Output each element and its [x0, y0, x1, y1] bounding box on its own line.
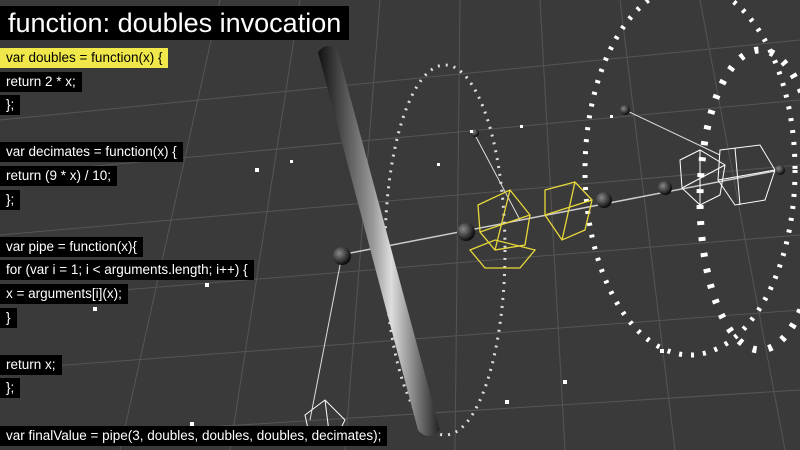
- code-line: var decimates = function(x) {: [0, 142, 387, 166]
- code-line: var doubles = function(x) {: [0, 48, 387, 72]
- code-line: for (var i = 1; i < arguments.length; i+…: [0, 260, 387, 284]
- code-line-text: };: [0, 378, 21, 399]
- dashed-ring-right: [582, 0, 798, 358]
- code-line-text: return (9 * x) / 10;: [0, 165, 118, 186]
- code-line-text: for (var i = 1; i < arguments.length; i+…: [0, 260, 254, 281]
- code-line: return (9 * x) / 10;: [0, 165, 387, 190]
- code-line: [0, 331, 387, 355]
- code-line-text: var pipe = function(x){: [0, 236, 143, 257]
- pipe-axis: [339, 169, 781, 256]
- page-title: function: doubles invocation: [0, 6, 350, 40]
- code-line-text: return x;: [0, 354, 62, 375]
- code-line-text: };: [0, 189, 21, 210]
- code-line: [0, 402, 387, 426]
- code-line: x = arguments[i](x);: [0, 283, 387, 308]
- code-line-text: };: [0, 95, 21, 116]
- code-line: var pipe = function(x){: [0, 236, 387, 261]
- code-line: };: [0, 189, 387, 214]
- code-line: return x;: [0, 354, 387, 379]
- code-line-text: var finalValue = pipe(3, doubles, double…: [0, 425, 388, 446]
- spheres: [333, 105, 785, 265]
- code-line: };: [0, 378, 387, 402]
- code-line-text: }: [0, 307, 17, 328]
- code-line: [0, 213, 387, 237]
- code-line-text: var decimates = function(x) {: [0, 142, 183, 163]
- code-line: [0, 119, 387, 143]
- code-line-text: x = arguments[i](x);: [0, 283, 128, 304]
- dashed-ring-left: [383, 63, 507, 437]
- vertical-cylinder: [318, 46, 440, 436]
- particles: [93, 115, 664, 426]
- code-line: };: [0, 95, 387, 119]
- code-line-text: var doubles = function(x) {: [0, 48, 169, 68]
- code-line: var finalValue = pipe(3, doubles, double…: [0, 425, 388, 450]
- code-line: return 2 * x;: [0, 71, 387, 96]
- code-line: }: [0, 307, 387, 332]
- code-line-text: return 2 * x;: [0, 71, 82, 92]
- connector-lines: [309, 109, 721, 421]
- code-listing: var doubles = function(x) { return 2 * x;…: [0, 48, 388, 450]
- wire-mesh-yellow: [468, 181, 593, 269]
